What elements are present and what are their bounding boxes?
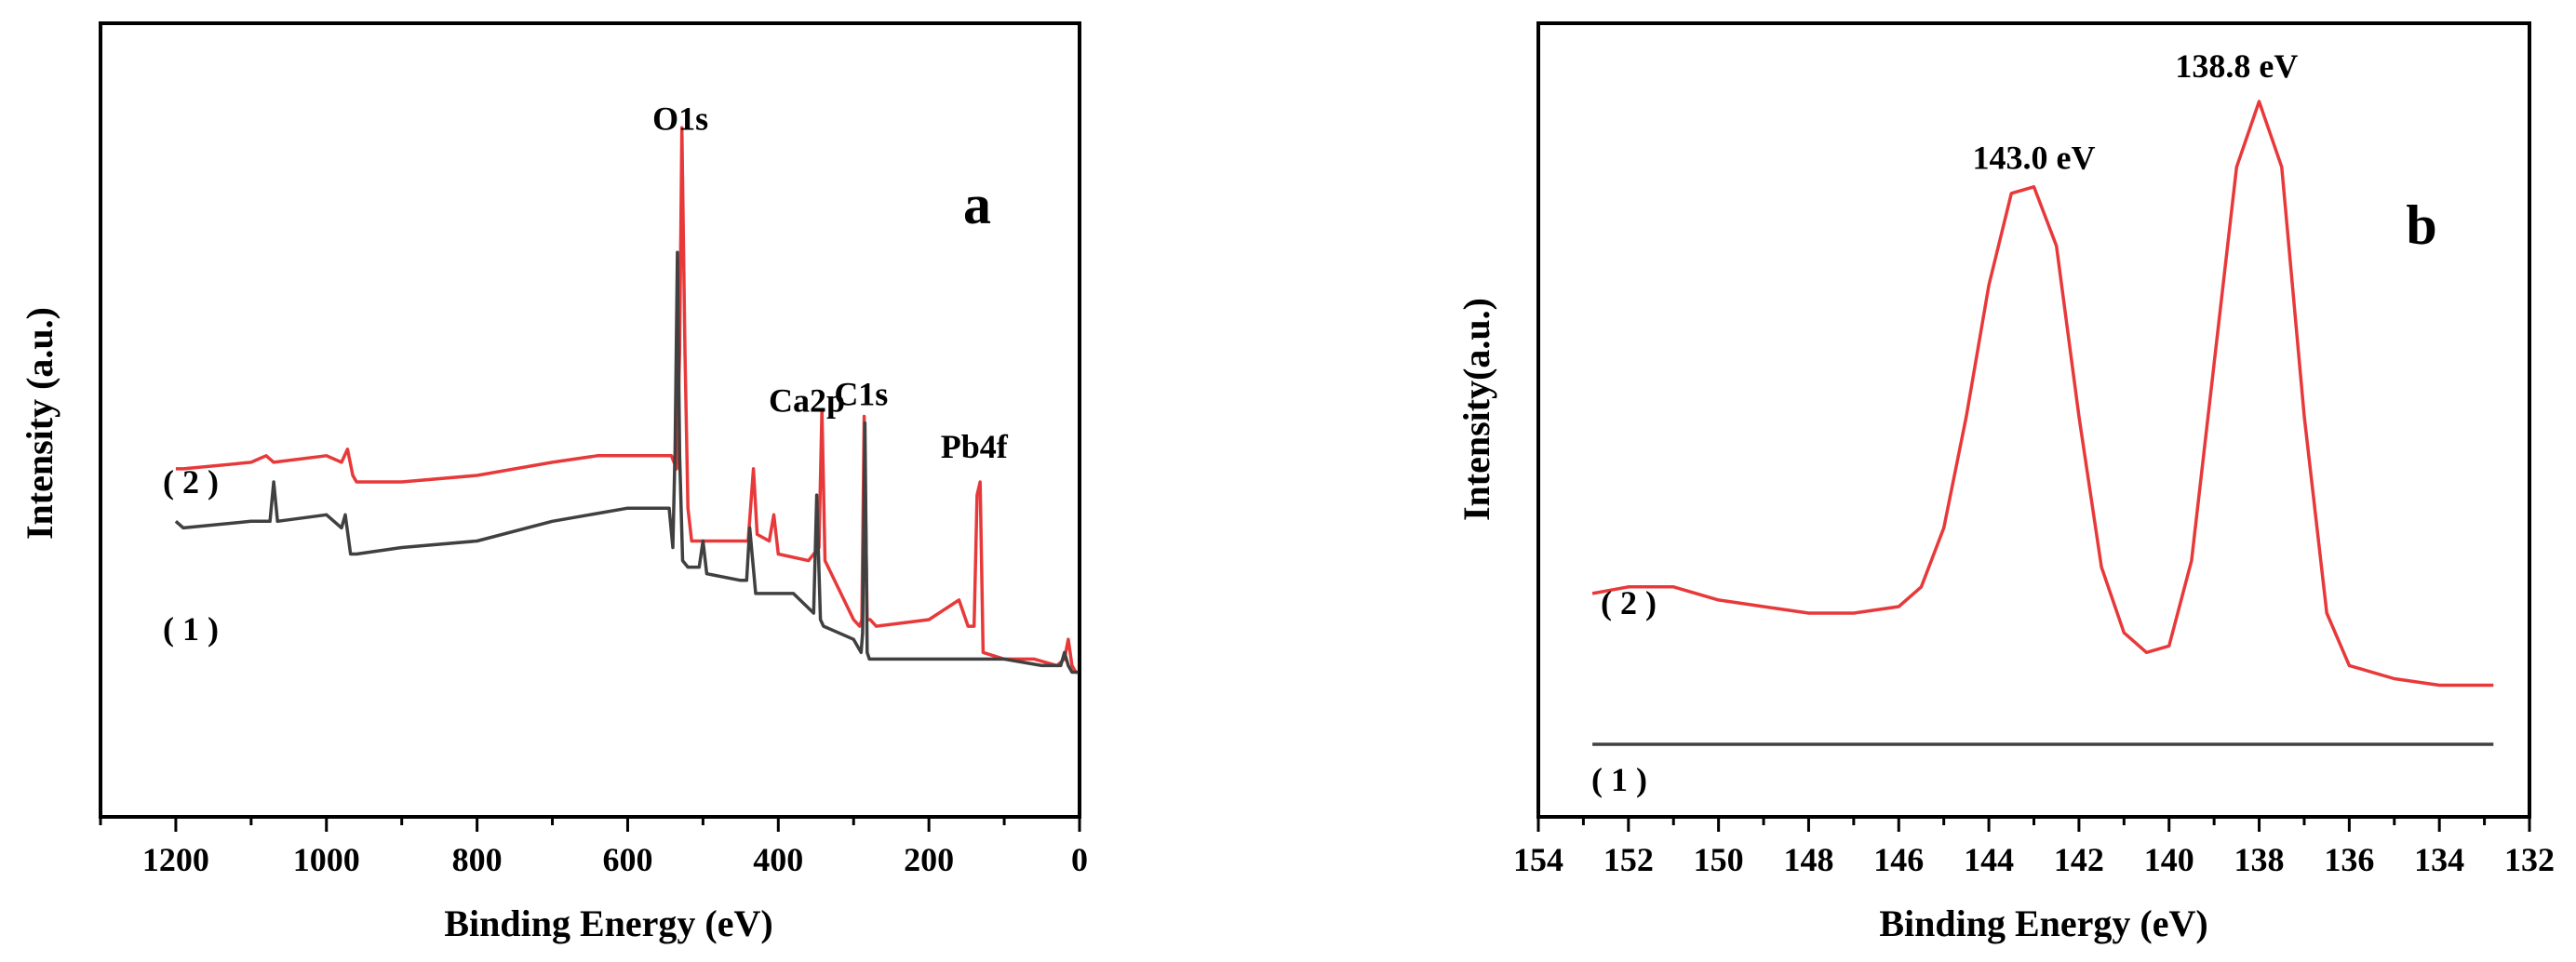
x-tick-label: 152 <box>1603 841 1654 878</box>
panel-a-letter: a <box>963 174 991 235</box>
x-tick-label: 200 <box>904 841 954 878</box>
x-tick-label: 134 <box>2414 841 2464 878</box>
x-tick-label: 132 <box>2504 841 2555 878</box>
x-tick-label: 600 <box>602 841 652 878</box>
panel-a-series-2-label: ( 2 ) <box>163 463 219 501</box>
x-tick-label: 146 <box>1873 841 1924 878</box>
panel-b-y-axis-title: Intensity(a.u.) <box>1456 298 1497 521</box>
panel-b-x-ticks: 154 152 150 148 146 144 142 140 138 136 134 132 <box>1513 817 2555 878</box>
x-tick-label: 800 <box>452 841 503 878</box>
panel-b: 154 152 150 148 146 144 142 140 138 136 134 132 143… <box>1456 21 2555 944</box>
series-line-2 <box>175 126 1079 675</box>
peak-label: C1s <box>834 376 888 413</box>
panel-a-x-axis-title: Binding Energy (eV) <box>444 902 772 944</box>
panel-a-x-ticks: 1200 1000 800 600 400 200 0 <box>99 817 1088 878</box>
x-tick-label: 0 <box>1071 841 1088 878</box>
panel-a-series <box>174 126 1079 675</box>
peak-label: Ca2p <box>769 382 845 420</box>
panel-b-letter: b <box>2406 194 2436 256</box>
panel-a-series-1-label: ( 1 ) <box>163 610 219 648</box>
panel-b-x-axis-title: Binding Energy (eV) <box>1879 902 2207 944</box>
series-line-1 <box>174 250 1079 675</box>
x-tick-label: 144 <box>1964 841 2014 878</box>
panel-b-peak-labels: 143.0 eV 138.8 eV <box>1973 47 2299 177</box>
panel-b-series-1-label: ( 1 ) <box>1591 761 1647 798</box>
series-line-2 <box>1591 100 2494 688</box>
x-tick-label: 138 <box>2234 841 2285 878</box>
peak-label: 138.8 eV <box>2175 47 2298 85</box>
x-tick-label: 140 <box>2144 841 2194 878</box>
panel-a-frame <box>99 21 1081 819</box>
x-tick-label: 142 <box>2054 841 2104 878</box>
panel-a-y-axis-title: Intensity (a.u.) <box>19 307 60 540</box>
x-tick-label: 136 <box>2324 841 2374 878</box>
panel-b-series-2-label: ( 2 ) <box>1601 584 1657 621</box>
x-tick-label: 148 <box>1783 841 1833 878</box>
peak-label: Pb4f <box>941 428 1009 465</box>
peak-label: O1s <box>652 100 708 137</box>
x-tick-label: 154 <box>1513 841 1563 878</box>
x-tick-label: 1000 <box>293 841 360 878</box>
x-tick-label: 1200 <box>142 841 209 878</box>
panel-b-series <box>1591 100 2494 746</box>
x-tick-label: 150 <box>1694 841 1744 878</box>
peak-label: 143.0 eV <box>1973 140 2096 177</box>
x-tick-label: 400 <box>753 841 803 878</box>
